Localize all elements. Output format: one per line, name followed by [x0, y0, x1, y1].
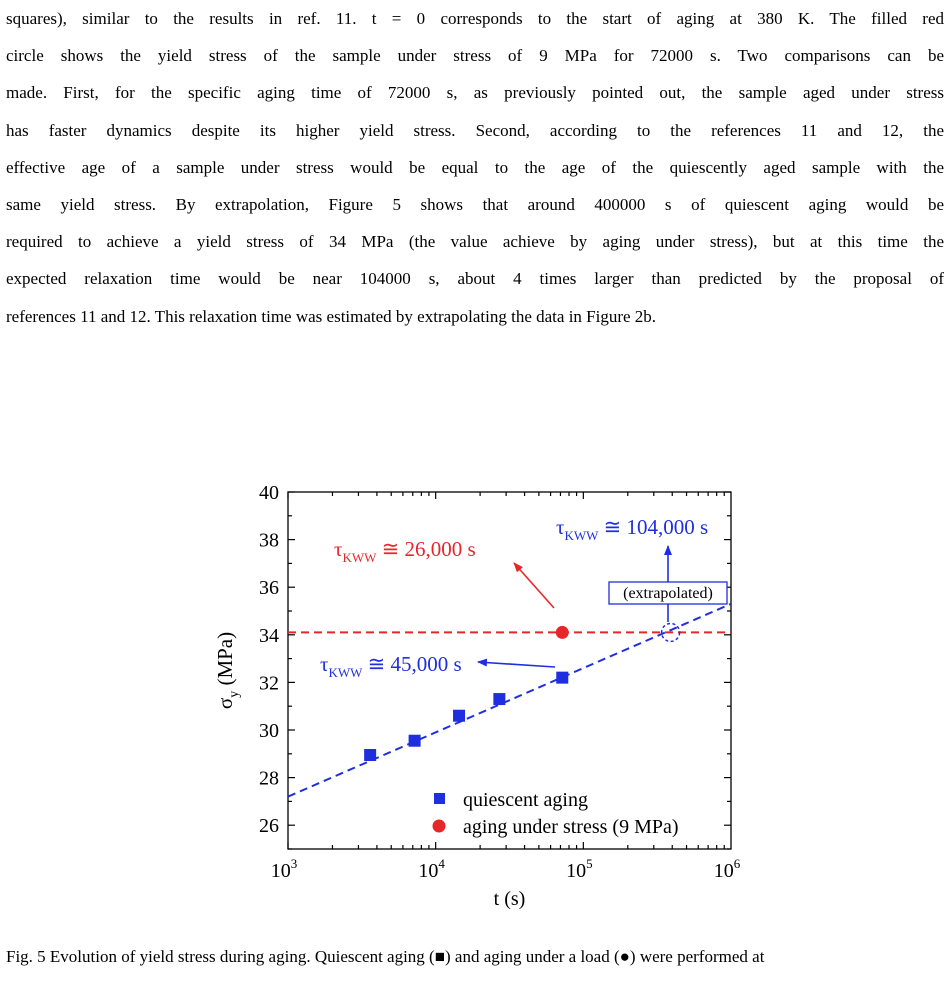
x-tick-label: 103 — [271, 856, 298, 882]
data-point-square — [453, 709, 466, 722]
data-point-square — [408, 734, 421, 747]
data-point-circle — [555, 625, 569, 639]
y-tick-label: 32 — [259, 672, 279, 694]
paragraph-line: effective age of a sample under stress w… — [6, 157, 944, 177]
plot-frame — [287, 491, 732, 850]
paragraph-line: required to achieve a yield stress of 34… — [6, 232, 944, 252]
paragraph-line: expected relaxation time would be near 1… — [6, 269, 944, 289]
x-tick-label: 104 — [418, 856, 445, 882]
paragraph-line: squares), similar to the results in ref.… — [6, 9, 944, 28]
legend-label-stress: aging under stress (9 MPa) — [463, 816, 679, 838]
y-tick-label: 36 — [259, 577, 279, 599]
body-paragraph: squares), similar to the results in ref.… — [6, 0, 944, 335]
y-tick-label: 26 — [259, 815, 279, 837]
annotation-top-tau: τKWW ≅ 104,000 s — [556, 515, 708, 543]
plot-area — [288, 602, 731, 798]
extrapolated-box — [608, 581, 728, 605]
x-axis-label: t (s) — [494, 888, 526, 910]
annotation-red-tau: τKWW ≅ 26,000 s — [334, 537, 476, 565]
data-point-square — [364, 748, 377, 761]
fit-line — [288, 602, 731, 798]
yield-stress-chart: 26 28 30 32 34 36 38 40 103 104 105 106 t (s) σy (MPa… — [213, 482, 741, 910]
y-tick-label: 40 — [259, 482, 279, 504]
y-tick-label: 38 — [259, 530, 279, 552]
paragraph-line: made. First, for the specific aging time… — [6, 83, 944, 103]
arrow-mid — [477, 658, 556, 668]
y-tick-label: 30 — [259, 720, 279, 742]
figure-5: 26 28 30 32 34 36 38 40 103 104 105 106 t (s) σy (MPa… — [0, 470, 951, 910]
paragraph-line: references 11 and 12. This relaxation ti… — [6, 306, 657, 326]
legend-marker-square — [434, 793, 445, 804]
extrapolated-point — [660, 622, 681, 643]
paragraph-line: same yield stress. By extrapolation, Fig… — [6, 194, 944, 214]
legend-marker-circle — [432, 819, 446, 833]
paragraph-line: has faster dynamics despite its higher y… — [6, 120, 944, 140]
y-tick-label: 34 — [259, 625, 279, 647]
legend-label-quiescent: quiescent aging — [463, 789, 588, 811]
data-point-square — [493, 693, 506, 706]
data-point-square — [556, 671, 569, 684]
paragraph-line: circle shows the yield stress of the sam… — [6, 46, 944, 66]
figure-caption: Fig. 5 Evolution of yield stress during … — [6, 938, 944, 975]
annotation-mid-tau: τKWW ≅ 45,000 s — [320, 652, 462, 680]
x-tick-label: 106 — [714, 856, 741, 882]
x-tick-label: 105 — [566, 856, 593, 882]
y-tick-label: 28 — [259, 768, 279, 790]
y-axis-label: σy (MPa) — [213, 632, 242, 709]
extrapolated-label: (extrapolated) — [623, 585, 713, 602]
caption-text: Fig. 5 Evolution of yield stress during … — [6, 947, 765, 966]
arrow-red — [513, 562, 555, 609]
